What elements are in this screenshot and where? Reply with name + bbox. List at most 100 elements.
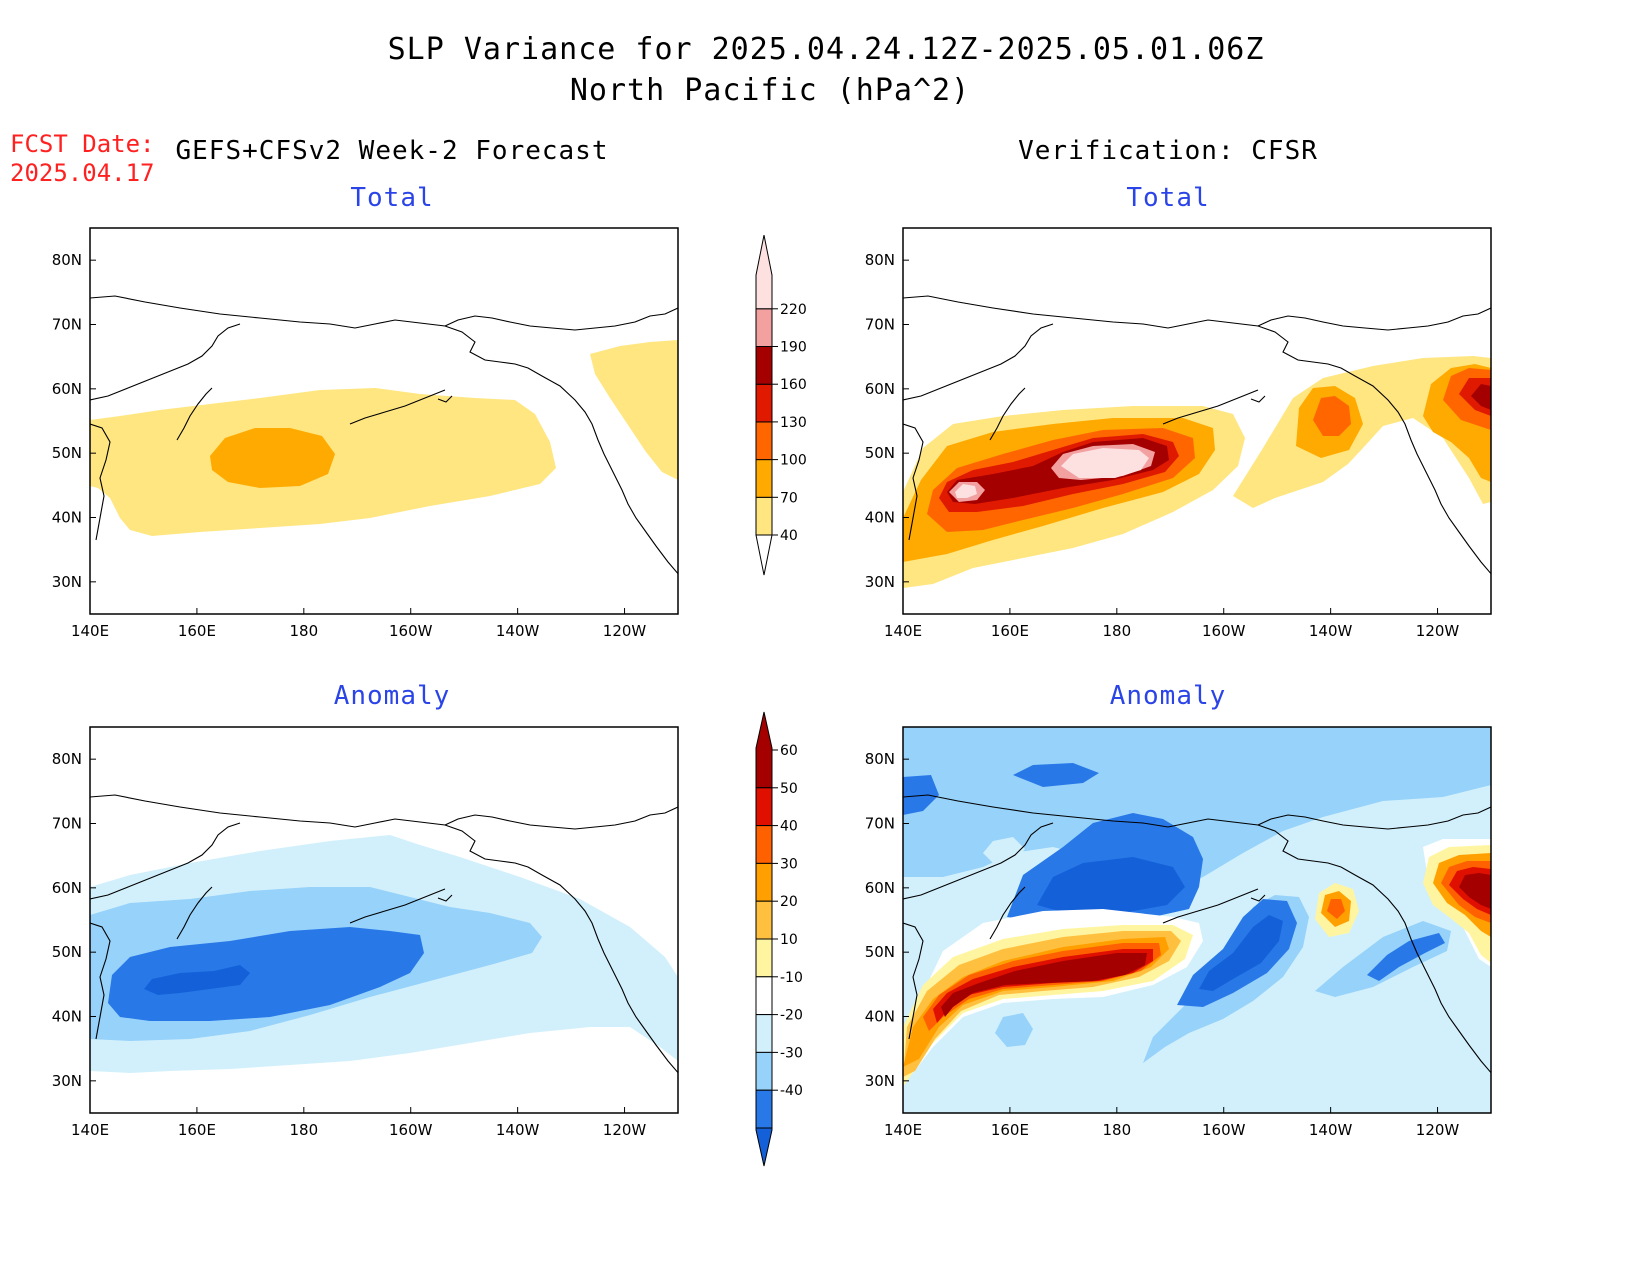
lon-tick-label: 160E <box>178 622 216 640</box>
colorbar-anomaly-swatch <box>755 1051 773 1091</box>
lat-tick-label: 50N <box>52 444 82 462</box>
colorbar-anomaly-label: 40 <box>780 819 798 835</box>
lat-tick-label: 40N <box>52 509 82 527</box>
colorbar-anomaly-label: -30 <box>780 1045 803 1061</box>
colorbar-anomaly: 60 50 40 30 20 10 -10 -20 -30 -40 <box>755 711 803 1167</box>
colorbar-total-swatch <box>755 421 773 461</box>
map-verification-anomaly <box>903 727 1491 1113</box>
lat-tick-label: 40N <box>865 1008 895 1026</box>
lat-tick-label: 80N <box>52 750 82 768</box>
colorbar-anomaly-label: 50 <box>780 781 798 797</box>
colorbar-anomaly-swatch <box>755 711 773 789</box>
colorbar-total-label: 220 <box>780 302 807 318</box>
colorbar-total-label: 190 <box>780 340 807 356</box>
lon-tick-label: 140E <box>71 622 109 640</box>
map-forecast-total <box>90 228 678 614</box>
lat-tick-label: 50N <box>865 943 895 961</box>
lon-tick-label: 120W <box>1416 1121 1460 1139</box>
lon-tick-label: 140E <box>884 1121 922 1139</box>
lon-tick-label: 160W <box>1202 622 1246 640</box>
panel-title-ver-total: Total <box>1126 183 1209 213</box>
lat-tick-label: 70N <box>865 815 895 833</box>
colorbar-anomaly-label: 30 <box>780 856 798 872</box>
lon-tick-label: 180 <box>289 622 318 640</box>
colorbar-total-swatch <box>755 383 773 423</box>
colorbar-anomaly-swatch <box>755 1014 773 1053</box>
panel-title-fc-anomaly: Anomaly <box>334 681 451 711</box>
colorbar-anomaly-swatch <box>755 825 773 864</box>
lon-tick-label: 120W <box>603 1121 647 1139</box>
colorbar-total-swatch <box>755 496 773 536</box>
fcst-date-value: 2025.04.17 <box>10 159 155 187</box>
colorbar-anomaly-swatch <box>755 976 773 1016</box>
figure-subtitle: North Pacific (hPa^2) <box>570 73 970 108</box>
lat-tick-label: 60N <box>52 879 82 897</box>
lon-tick-label: 120W <box>603 622 647 640</box>
map-frame <box>89 726 679 1114</box>
shade-70-100 <box>210 428 335 488</box>
colorbar-anomaly-swatch <box>755 900 773 940</box>
lon-tick-label: 180 <box>1102 1121 1131 1139</box>
colorbar-anomaly-swatch <box>755 1089 773 1129</box>
colorbar-anomaly-swatch <box>755 938 773 978</box>
lat-tick-label: 80N <box>865 251 895 269</box>
colorbar-total-label: 130 <box>780 415 807 431</box>
colorbar-anomaly-label: -40 <box>780 1083 803 1099</box>
colorbar-total: 40 70 100 130 160 190 220 <box>755 235 807 576</box>
lon-tick-label: 140E <box>71 1121 109 1139</box>
forecast-column-title: GEFS+CFSv2 Week-2 Forecast <box>176 136 609 166</box>
verification-column-title: Verification: CFSR <box>1018 136 1318 166</box>
lon-tick-label: 160W <box>389 622 433 640</box>
lat-tick-label: 70N <box>52 815 82 833</box>
colorbar-anomaly-label: -20 <box>780 1008 803 1024</box>
lat-tick-label: 70N <box>865 316 895 334</box>
lon-tick-label: 160E <box>991 622 1029 640</box>
lat-tick-label: 50N <box>865 444 895 462</box>
lat-tick-label: 30N <box>865 573 895 591</box>
colorbar-anomaly-swatch <box>755 862 773 902</box>
lon-tick-label: 140W <box>496 1121 540 1139</box>
map-frame <box>902 227 1492 615</box>
colorbar-total-label: 70 <box>780 490 798 506</box>
colorbar-total-swatch <box>755 308 773 347</box>
lat-tick-label: 80N <box>865 750 895 768</box>
map-frame <box>902 726 1492 1114</box>
colorbar-total-swatch <box>755 235 773 310</box>
lat-tick-label: 60N <box>865 879 895 897</box>
colorbar-total-swatch <box>755 459 773 498</box>
lat-tick-label: 60N <box>52 380 82 398</box>
colorbar-anomaly-label: 10 <box>780 932 798 948</box>
lat-tick-label: 70N <box>52 316 82 334</box>
lon-tick-label: 140E <box>884 622 922 640</box>
lon-tick-label: 180 <box>1102 622 1131 640</box>
lon-tick-label: 140W <box>1309 622 1353 640</box>
lat-tick-label: 40N <box>52 1008 82 1026</box>
colorbar-total-lower-extension <box>755 534 773 576</box>
map-frames: 140E 160E 180 160W 140W 120W 80N 70N 60N 50N 40N 30… <box>52 227 1492 1139</box>
figure-title: SLP Variance for 2025.04.24.12Z-2025.05.… <box>388 32 1265 67</box>
lat-tick-label: 40N <box>865 509 895 527</box>
colorbar-total-label: 160 <box>780 377 807 393</box>
lat-tick-label: 50N <box>52 943 82 961</box>
panel-title-fc-total: Total <box>350 183 433 213</box>
panel-title-ver-anomaly: Anomaly <box>1110 681 1227 711</box>
lat-tick-label: 30N <box>52 1072 82 1090</box>
colorbar-total-swatch <box>755 346 773 385</box>
map-verification-total <box>903 228 1491 614</box>
colorbar-anomaly-label: 20 <box>780 894 798 910</box>
lat-tick-label: 30N <box>865 1072 895 1090</box>
lon-tick-label: 160W <box>389 1121 433 1139</box>
colorbar-anomaly-swatch <box>755 1127 773 1167</box>
colorbar-total-label: 100 <box>780 453 807 469</box>
lat-tick-label: 80N <box>52 251 82 269</box>
lon-tick-label: 160E <box>178 1121 216 1139</box>
lon-tick-label: 140W <box>1309 1121 1353 1139</box>
lat-tick-label: 60N <box>865 380 895 398</box>
map-frame <box>89 227 679 615</box>
lon-tick-label: 120W <box>1416 622 1460 640</box>
colorbar-anomaly-swatch <box>755 787 773 827</box>
lon-tick-label: 160W <box>1202 1121 1246 1139</box>
lon-tick-label: 180 <box>289 1121 318 1139</box>
colorbar-anomaly-label: 60 <box>780 743 798 759</box>
